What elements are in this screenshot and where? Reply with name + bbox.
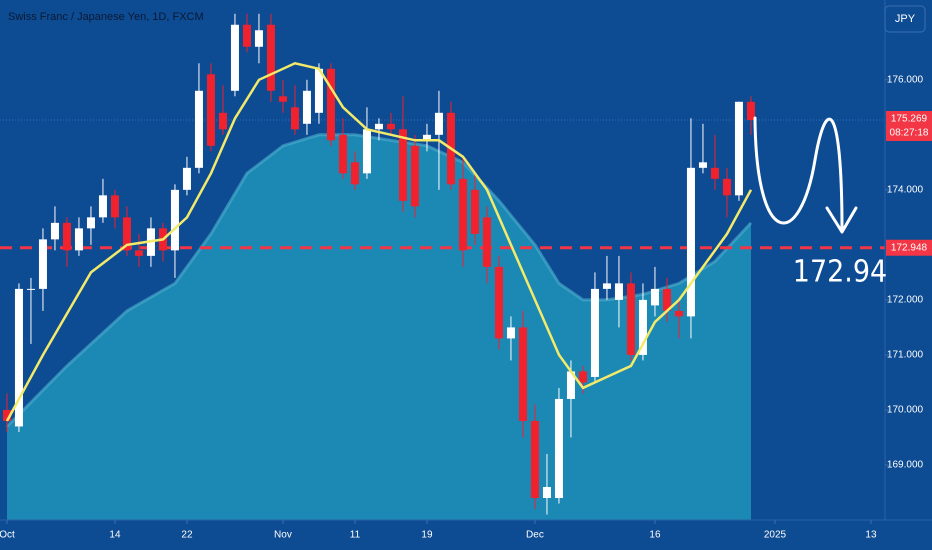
candle-body xyxy=(566,371,575,399)
y-tick-label: 176.000 xyxy=(887,74,924,85)
x-tick-label: 16 xyxy=(649,530,661,541)
annotation: 172.94 xyxy=(793,255,887,290)
candle-body xyxy=(494,266,503,339)
ma-area xyxy=(7,134,751,521)
candle-body xyxy=(470,189,479,234)
candle-body xyxy=(614,283,623,300)
candle-body xyxy=(590,288,599,377)
candle-body xyxy=(530,420,539,498)
candle-body xyxy=(710,167,719,179)
candle-body xyxy=(362,129,371,174)
candle-body xyxy=(266,24,275,91)
candle-body xyxy=(194,90,203,168)
candle-body xyxy=(422,134,431,141)
ma-line xyxy=(5,61,753,422)
y-tick-label: 169.000 xyxy=(887,460,924,471)
candle-body xyxy=(134,250,143,256)
candle-body xyxy=(650,288,659,306)
candle-body xyxy=(170,189,179,251)
candle-body xyxy=(626,283,635,355)
currency-button[interactable] xyxy=(884,5,926,33)
countdown-label: 08:27:18 xyxy=(890,128,929,139)
candle-body xyxy=(638,299,647,355)
y-tick-label: 172.000 xyxy=(887,295,924,306)
candle-body xyxy=(734,101,743,196)
candle-body xyxy=(662,288,671,311)
y-tick-label: 174.000 xyxy=(887,184,924,195)
candle-body xyxy=(554,398,563,498)
candle-body xyxy=(230,24,239,91)
candle-body xyxy=(458,178,467,251)
candle-body xyxy=(302,90,311,124)
currency-label[interactable]: JPY xyxy=(895,13,916,25)
candle-body xyxy=(350,162,359,185)
price-label-box xyxy=(886,111,932,142)
x-tick-label: 11 xyxy=(350,530,361,541)
candle-body xyxy=(74,228,83,251)
candle-body xyxy=(698,162,707,168)
candle-body xyxy=(578,371,587,383)
candle-body xyxy=(398,129,407,201)
arrow-head xyxy=(825,206,858,234)
candle-body xyxy=(542,486,551,498)
candle-body xyxy=(110,195,119,218)
candle-body xyxy=(50,222,59,240)
candle-body xyxy=(254,30,263,47)
candle-body xyxy=(746,101,755,121)
candle-body xyxy=(374,123,383,130)
x-tick-label: Dec xyxy=(526,530,544,541)
candle-body xyxy=(14,288,23,427)
candle-body xyxy=(242,24,251,47)
projection-arrow xyxy=(753,116,844,232)
candle-body xyxy=(338,134,347,174)
candle-body xyxy=(86,217,95,229)
x-tick-label: 2025 xyxy=(764,530,787,541)
candle-body xyxy=(602,283,611,289)
candle-body xyxy=(326,68,335,141)
chart-title: Swiss Franc / Japanese Yen, 1D, FXCM xyxy=(8,11,204,23)
candle-body xyxy=(206,74,215,146)
candle-body xyxy=(686,167,695,317)
candle-body xyxy=(722,178,731,196)
x-tick-label: Nov xyxy=(274,530,292,541)
price-label: 175.269 xyxy=(891,114,928,125)
candle-body xyxy=(482,217,491,267)
candle-body xyxy=(674,310,683,317)
y-tick-label: 171.000 xyxy=(887,350,924,361)
x-tick-label: 19 xyxy=(421,530,433,541)
candle-body xyxy=(434,112,443,135)
x-tick-label: 22 xyxy=(181,530,193,541)
x-tick-label: Oct xyxy=(0,530,15,541)
candle-body xyxy=(410,145,419,207)
level-label: 172.948 xyxy=(891,242,928,253)
candle-body xyxy=(38,239,47,289)
candle-body xyxy=(62,222,71,251)
plot-area xyxy=(0,13,885,521)
x-tick-label: 14 xyxy=(109,530,121,541)
level-label-box xyxy=(886,239,932,256)
candle-body xyxy=(182,167,191,190)
candle-body xyxy=(518,327,527,421)
candle-body xyxy=(26,288,35,290)
candle-body xyxy=(218,112,227,130)
candle-body xyxy=(278,96,287,102)
candle-body xyxy=(506,327,515,339)
y-tick-label: 170.000 xyxy=(887,405,924,416)
candle-body xyxy=(122,217,131,251)
candle-body xyxy=(2,409,11,421)
candle-body xyxy=(314,68,323,113)
candle-body xyxy=(290,107,299,130)
candle-body xyxy=(98,195,107,218)
candle-body xyxy=(386,123,395,130)
x-tick-label: 13 xyxy=(865,530,877,541)
